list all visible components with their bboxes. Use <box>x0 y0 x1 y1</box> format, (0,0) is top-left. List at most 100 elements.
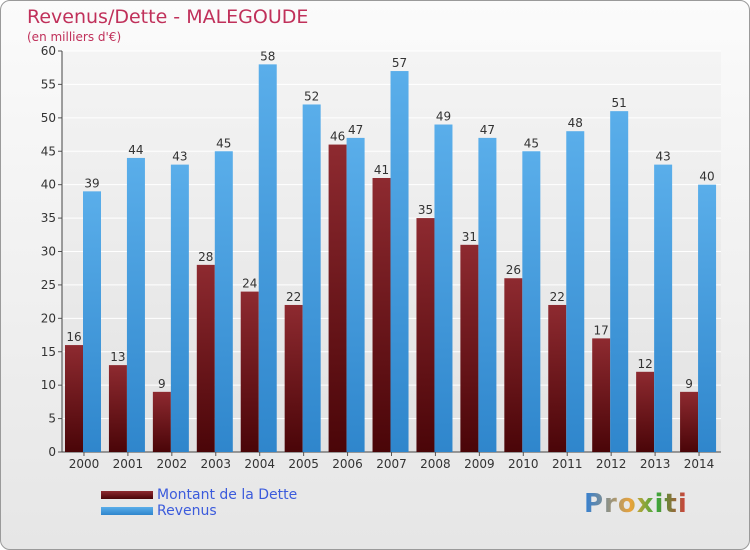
y-tick-label: 40 <box>41 178 56 192</box>
y-tick-label: 25 <box>41 278 56 292</box>
data-label-dette: 12 <box>637 357 652 371</box>
bar-dette <box>240 291 259 452</box>
chart-title: Revenus/Dette - MALEGOUDE <box>27 6 309 28</box>
x-tick-label: 2008 <box>420 457 451 471</box>
bar-dette <box>416 218 435 452</box>
x-tick-label: 2005 <box>288 457 319 471</box>
data-label-dette: 24 <box>242 277 257 291</box>
bar-dette <box>636 371 655 452</box>
legend-label-dette: Montant de la Dette <box>157 487 298 503</box>
bar-revenus <box>566 131 585 452</box>
data-label-dette: 26 <box>506 263 521 277</box>
chart-subtitle: (en milliers d'€) <box>27 30 122 44</box>
bar-dette <box>152 391 171 452</box>
bar-revenus <box>434 124 453 453</box>
bar-revenus <box>390 71 409 453</box>
bar-dette <box>372 177 391 452</box>
legend-swatch-revenus <box>101 507 153 515</box>
data-label-dette: 31 <box>462 230 477 244</box>
data-label-dette: 9 <box>158 377 166 391</box>
y-tick-label: 30 <box>41 245 56 259</box>
data-label-revenus: 44 <box>128 143 143 157</box>
bar-revenus <box>610 111 629 453</box>
y-tick-label: 55 <box>41 77 56 91</box>
data-label-dette: 17 <box>594 323 609 337</box>
bar-revenus <box>478 137 497 452</box>
legend-item-dette: Montant de la Dette <box>101 487 297 503</box>
bar-dette <box>460 244 479 452</box>
data-label-revenus: 48 <box>568 116 583 130</box>
bar-revenus <box>214 151 233 452</box>
x-tick-label: 2002 <box>157 457 188 471</box>
y-tick-label: 0 <box>48 445 56 459</box>
x-tick-label: 2010 <box>508 457 539 471</box>
data-label-revenus: 57 <box>392 56 407 70</box>
y-tick-label: 50 <box>41 111 56 125</box>
x-tick-label: 2001 <box>113 457 144 471</box>
bar-dette <box>592 338 611 452</box>
data-label-revenus: 39 <box>84 176 99 190</box>
bar-dette <box>284 304 303 452</box>
data-label-dette: 35 <box>418 203 433 217</box>
proxiti-logo: Proxiti <box>584 489 688 519</box>
legend-swatch-dette <box>101 491 153 499</box>
data-label-revenus: 47 <box>348 123 363 137</box>
data-label-revenus: 49 <box>436 110 451 124</box>
data-label-revenus: 58 <box>260 49 275 63</box>
bar-revenus <box>258 64 277 452</box>
x-tick-label: 2007 <box>376 457 407 471</box>
x-tick-label: 2004 <box>244 457 275 471</box>
bar-revenus <box>346 137 365 452</box>
data-label-dette: 22 <box>286 290 301 304</box>
bar-dette <box>196 264 215 452</box>
y-tick-label: 45 <box>41 144 56 158</box>
data-label-dette: 28 <box>198 250 213 264</box>
bar-revenus <box>698 184 717 452</box>
bar-revenus <box>302 104 321 452</box>
y-tick-label: 10 <box>41 378 56 392</box>
data-label-dette: 13 <box>110 350 125 364</box>
data-label-revenus: 47 <box>480 123 495 137</box>
bar-dette <box>65 345 83 452</box>
bar-revenus <box>522 151 541 452</box>
data-label-dette: 16 <box>66 330 81 344</box>
logo-text: Proxiti <box>584 489 688 519</box>
bar-revenus <box>83 191 101 452</box>
bar-revenus <box>170 164 189 452</box>
legend: Montant de la Dette Revenus <box>101 487 297 519</box>
bar-revenus <box>654 164 673 452</box>
data-label-revenus: 45 <box>524 136 539 150</box>
x-tick-label: 2006 <box>332 457 363 471</box>
bar-dette <box>548 304 567 452</box>
bar-dette <box>680 391 699 452</box>
y-tick-label: 5 <box>48 412 56 426</box>
data-label-revenus: 51 <box>612 96 627 110</box>
bar-revenus <box>126 157 145 452</box>
x-tick-label: 2009 <box>464 457 495 471</box>
legend-item-revenus: Revenus <box>101 503 297 519</box>
data-label-dette: 9 <box>685 377 693 391</box>
y-tick-label: 35 <box>41 211 56 225</box>
data-label-revenus: 40 <box>699 170 714 184</box>
bar-dette <box>108 365 127 452</box>
y-tick-label: 15 <box>41 345 56 359</box>
x-tick-label: 2012 <box>596 457 627 471</box>
x-tick-label: 2000 <box>69 457 100 471</box>
data-label-dette: 46 <box>330 130 345 144</box>
x-tick-label: 2011 <box>552 457 583 471</box>
data-label-revenus: 52 <box>304 89 319 103</box>
x-tick-label: 2003 <box>200 457 231 471</box>
data-label-revenus: 43 <box>655 150 670 164</box>
data-label-dette: 41 <box>374 163 389 177</box>
y-tick-label: 20 <box>41 311 56 325</box>
legend-label-revenus: Revenus <box>157 503 217 519</box>
x-tick-label: 2014 <box>684 457 715 471</box>
x-tick-label: 2013 <box>640 457 671 471</box>
y-tick-label: 60 <box>41 44 56 58</box>
bar-dette <box>328 144 347 453</box>
data-label-revenus: 45 <box>216 136 231 150</box>
bar-dette <box>504 278 523 452</box>
data-label-dette: 22 <box>550 290 565 304</box>
